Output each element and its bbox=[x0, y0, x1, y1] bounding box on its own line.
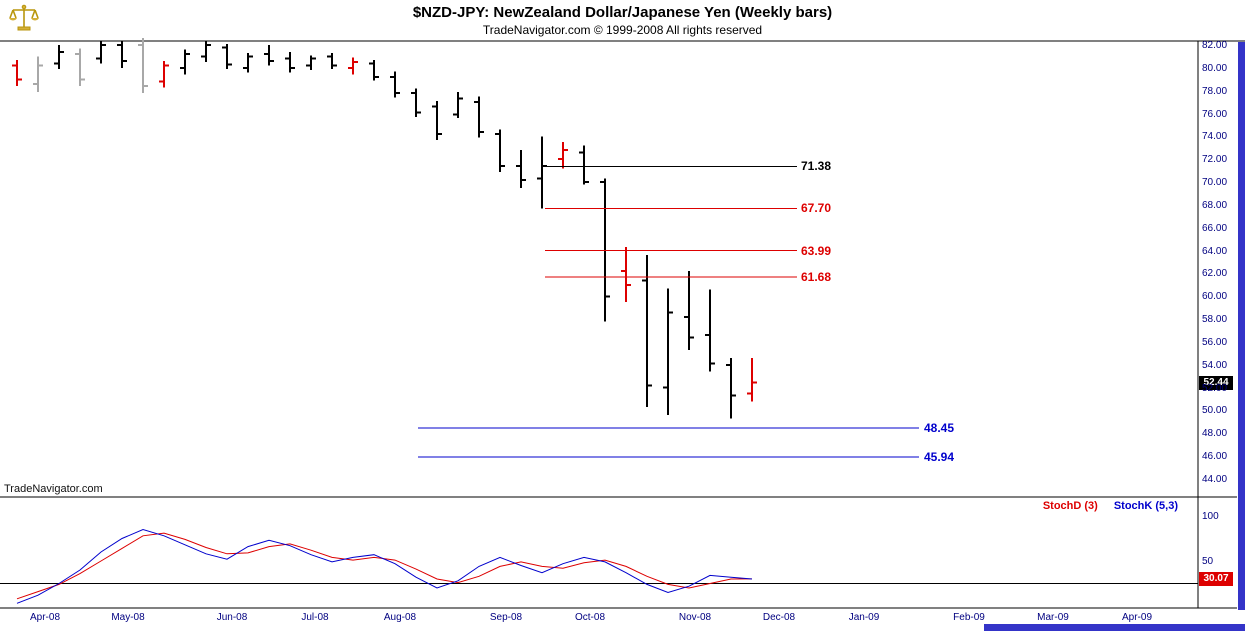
month-axis-tick: Jan-09 bbox=[848, 612, 880, 623]
price-axis-tick: 78.00 bbox=[1202, 85, 1228, 97]
month-axis-tick: Oct-08 bbox=[574, 612, 606, 623]
price-axis-tick: 80.00 bbox=[1202, 62, 1228, 74]
level-line-label: 63.99 bbox=[801, 243, 832, 258]
month-axis-tick: Nov-08 bbox=[678, 612, 712, 623]
month-axis-tick: Jul-08 bbox=[301, 612, 329, 623]
month-axis-tick: Feb-09 bbox=[953, 612, 985, 623]
stochastic-legend: StochD (3) StochK (5,3) bbox=[1027, 500, 1178, 512]
legend-item-stochd-3-: StochD (3) bbox=[1042, 500, 1098, 512]
month-axis-tick: Aug-08 bbox=[383, 612, 417, 623]
legend-item-stochk-5-3-: StochK (5,3) bbox=[1113, 500, 1178, 512]
price-axis-tick: 74.00 bbox=[1202, 131, 1228, 143]
price-axis-tick: 62.00 bbox=[1202, 268, 1228, 280]
price-axis-tick: 60.00 bbox=[1202, 291, 1228, 303]
month-axis-tick: May-08 bbox=[111, 612, 145, 623]
level-line-label: 45.94 bbox=[924, 449, 955, 464]
price-axis-tick: 64.00 bbox=[1202, 245, 1228, 257]
price-axis-tick: 72.00 bbox=[1202, 154, 1228, 166]
price-axis-tick: 44.00 bbox=[1202, 474, 1228, 485]
month-axis-tick: Dec-08 bbox=[762, 612, 796, 623]
level-line-label: 67.70 bbox=[801, 201, 832, 216]
stoch-axis-tick: 100 bbox=[1202, 511, 1219, 522]
price-axis-tick: 68.00 bbox=[1202, 199, 1228, 211]
price-axis-tick: 48.00 bbox=[1202, 428, 1228, 440]
price-axis-tick: 46.00 bbox=[1202, 451, 1228, 463]
price-axis-tick: 54.00 bbox=[1202, 359, 1228, 371]
scales-logo-icon bbox=[8, 3, 40, 33]
stoch-axis-tick: 50 bbox=[1202, 556, 1214, 567]
last-price-badge: 52.44 bbox=[1199, 375, 1233, 390]
month-axis-tick: Apr-08 bbox=[29, 612, 61, 623]
month-axis-tick: Mar-09 bbox=[1037, 612, 1069, 623]
price-axis-tick: 58.00 bbox=[1202, 314, 1228, 326]
price-axis-tick: 76.00 bbox=[1202, 108, 1228, 120]
price-axis-tick: 52.00 bbox=[1202, 382, 1228, 394]
level-line-label: 71.38 bbox=[801, 159, 832, 174]
vertical-scrollbar[interactable] bbox=[1238, 42, 1245, 610]
chart-title: $NZD-JPY: NewZealand Dollar/Japanese Yen… bbox=[412, 4, 833, 21]
level-line-label: 48.45 bbox=[924, 421, 955, 436]
price-axis-tick: 82.00 bbox=[1202, 40, 1228, 51]
month-axis-tick: Sep-08 bbox=[489, 612, 523, 623]
stochastic-value-badge: 30.07 bbox=[1199, 571, 1233, 586]
horizontal-scrollbar[interactable] bbox=[984, 624, 1245, 631]
level-line-label: 61.68 bbox=[801, 270, 832, 285]
price-axis-tick: 56.00 bbox=[1202, 336, 1228, 348]
month-axis-tick: Jun-08 bbox=[216, 612, 248, 623]
price-axis-tick: 66.00 bbox=[1202, 222, 1228, 234]
price-axis-tick: 50.00 bbox=[1202, 405, 1228, 417]
price-axis-tick: 70.00 bbox=[1202, 177, 1228, 189]
copyright-line: TradeNavigator.com © 1999-2008 All right… bbox=[482, 23, 763, 37]
watermark-text: TradeNavigator.com bbox=[4, 483, 103, 495]
month-axis-tick: Apr-09 bbox=[1121, 612, 1153, 623]
